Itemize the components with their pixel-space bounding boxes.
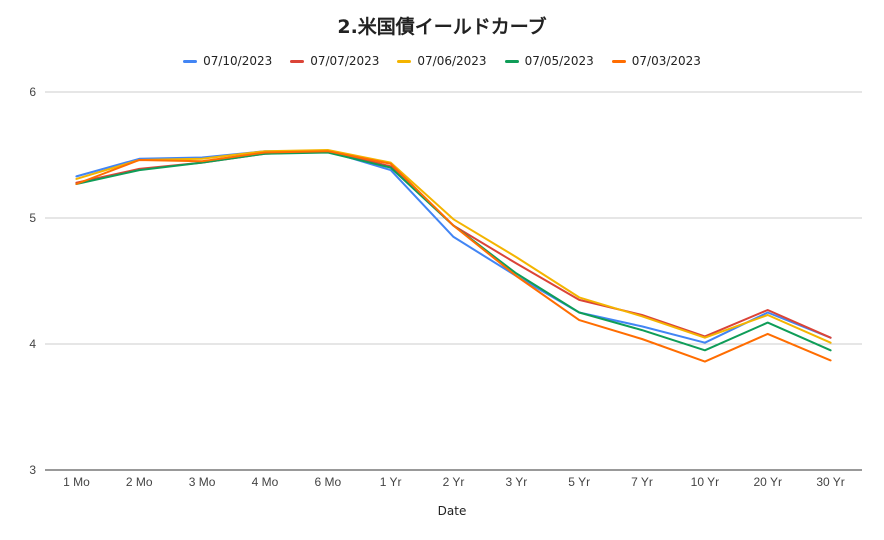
legend-label: 07/07/2023 <box>310 54 380 68</box>
x-tick-label: 10 Yr <box>691 475 719 489</box>
legend-item: 07/03/2023 <box>611 54 701 68</box>
legend-item: 07/05/2023 <box>504 54 594 68</box>
legend-swatch <box>290 59 305 63</box>
x-tick-label: 5 Yr <box>568 475 590 489</box>
legend: 07/10/2023 07/07/2023 07/06/2023 07/05/2023… <box>0 54 884 68</box>
series-line-07-10-2023 <box>75 150 832 344</box>
x-tick-label: 6 Mo <box>314 475 341 489</box>
legend-swatch <box>397 59 412 63</box>
legend-item: 07/06/2023 <box>397 54 487 68</box>
series-line-07-05-2023 <box>75 151 832 352</box>
x-tick-label: 2 Yr <box>443 475 465 489</box>
x-tick-label: 20 Yr <box>753 475 781 489</box>
x-tick-label: 7 Yr <box>631 475 653 489</box>
series-line-07-07-2023 <box>75 150 832 339</box>
legend-swatch <box>183 59 198 63</box>
legend-item: 07/10/2023 <box>183 54 272 68</box>
x-tick-label: 3 Mo <box>189 475 216 489</box>
x-tick-label: 30 Yr <box>816 475 844 489</box>
x-tick-label: 1 Yr <box>380 475 402 489</box>
legend-label: 07/05/2023 <box>524 54 594 68</box>
legend-swatch <box>611 59 626 63</box>
legend-label: 07/03/2023 <box>631 54 701 68</box>
x-axis-title: Date <box>437 504 467 518</box>
y-tick-label: 6 <box>29 85 36 99</box>
x-tick-label: 4 Mo <box>252 475 279 489</box>
y-tick-label: 3 <box>29 463 36 477</box>
series-line-07-03-2023 <box>75 150 832 363</box>
legend-label: 07/10/2023 <box>203 54 273 68</box>
legend-item: 07/07/2023 <box>290 54 379 68</box>
x-tick-label: 3 Yr <box>505 475 527 489</box>
chart-title: 2.米国債イールドカーブ <box>337 16 547 38</box>
legend-swatch <box>504 59 519 63</box>
x-tick-label: 1 Mo <box>63 475 90 489</box>
y-tick-label: 5 <box>29 211 36 225</box>
legend-label: 07/06/2023 <box>417 54 487 68</box>
x-tick-label: 2 Mo <box>126 475 153 489</box>
series-line-07-06-2023 <box>75 149 832 344</box>
y-tick-label: 4 <box>29 337 36 351</box>
